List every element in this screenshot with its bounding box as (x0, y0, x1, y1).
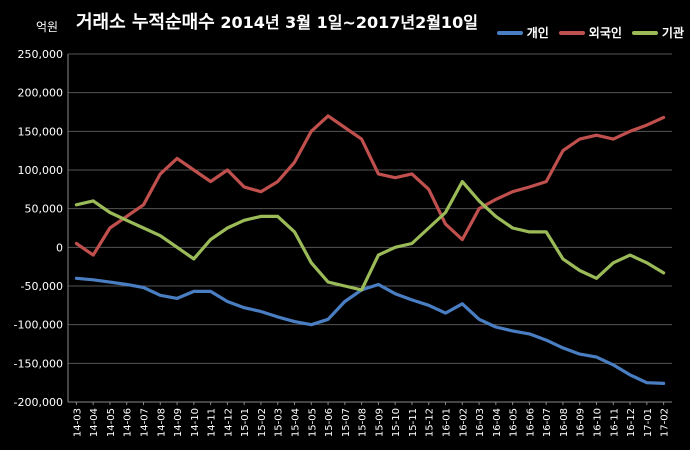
x-tick-label: 15-04 (291, 408, 302, 437)
x-tick-label: 16-10 (593, 408, 604, 437)
y-axis-unit-label: 억원 (36, 20, 59, 34)
y-tick-label: -200,000 (14, 396, 63, 409)
x-tick-label: 15-11 (408, 408, 419, 437)
x-tick-label: 14-07 (140, 408, 151, 437)
x-tick-label: 16-08 (559, 408, 570, 437)
x-tick-label: 15-03 (274, 408, 285, 437)
x-tick-label: 15-09 (374, 408, 385, 437)
legend-label-institution: 기관 (661, 26, 684, 40)
x-tick-label: 17-01 (643, 408, 654, 437)
x-tick-label: 16-04 (492, 408, 503, 437)
legend-label-individual: 개인 (526, 26, 549, 40)
series-line-institution (74, 180, 666, 292)
chart-subtitle: 2014년 3월 1일~2017년2월10일 (220, 13, 478, 32)
x-tick-label: 16-03 (475, 408, 486, 437)
x-tick-label: 14-10 (190, 408, 201, 437)
series-line-foreign (74, 114, 666, 257)
y-tick-label: -150,000 (14, 357, 63, 370)
x-tick-label: 16-09 (576, 408, 587, 437)
x-tick-label: 14-08 (156, 408, 167, 437)
x-tick-label: 15-10 (391, 408, 402, 437)
x-tick-label: 14-11 (207, 408, 218, 437)
legend-item-foreign: 외국인 (558, 24, 622, 41)
legend-item-institution: 기관 (631, 24, 684, 41)
x-tick-label: 14-04 (89, 408, 100, 437)
y-tick-label: 250,000 (18, 48, 64, 61)
x-tick-label: 15-07 (341, 408, 352, 437)
legend-item-individual: 개인 (496, 24, 549, 41)
legend-swatch-individual (496, 30, 523, 35)
x-tick-label: 16-05 (509, 408, 520, 437)
y-tick-label: 0 (56, 241, 63, 254)
y-tick-label: 200,000 (18, 87, 64, 100)
x-tick-label: 15-05 (307, 408, 318, 437)
x-tick-label: 16-12 (626, 408, 637, 437)
x-tick-label: 15-06 (324, 408, 335, 437)
chart-title: 거래소 누적순매수 (76, 12, 215, 33)
x-tick-label: 16-07 (542, 408, 553, 437)
y-tick-label: 50,000 (25, 203, 64, 216)
series-line-individual (74, 276, 666, 385)
x-tick-label: 17-02 (660, 408, 671, 437)
x-tick-label: 14-06 (123, 408, 134, 437)
x-tick-label: 15-08 (358, 408, 369, 437)
x-tick-label: 16-11 (609, 408, 620, 437)
x-tick-label: 15-01 (240, 408, 251, 437)
y-tick-label: 150,000 (18, 125, 64, 138)
chart-title-block: 거래소 누적순매수 2014년 3월 1일~2017년2월10일 (76, 8, 478, 34)
x-tick-label: 16-01 (442, 408, 453, 437)
x-tick-label: 14-09 (173, 408, 184, 437)
y-tick-label: -100,000 (14, 319, 63, 332)
x-tick-label: 14-12 (223, 408, 234, 437)
x-tick-label: 16-02 (458, 408, 469, 437)
x-tick-label: 15-12 (425, 408, 436, 437)
y-tick-label: 100,000 (18, 164, 64, 177)
x-tick-label: 14-03 (72, 408, 83, 437)
legend-label-foreign: 외국인 (588, 26, 622, 40)
legend-swatch-institution (631, 30, 658, 35)
legend: 개인 외국인 기관 (496, 24, 684, 41)
y-tick-label: -50,000 (21, 280, 63, 293)
x-tick-label: 15-02 (257, 408, 268, 437)
x-tick-label: 14-05 (106, 408, 117, 437)
legend-swatch-foreign (558, 30, 585, 35)
x-tick-label: 16-06 (525, 408, 536, 437)
